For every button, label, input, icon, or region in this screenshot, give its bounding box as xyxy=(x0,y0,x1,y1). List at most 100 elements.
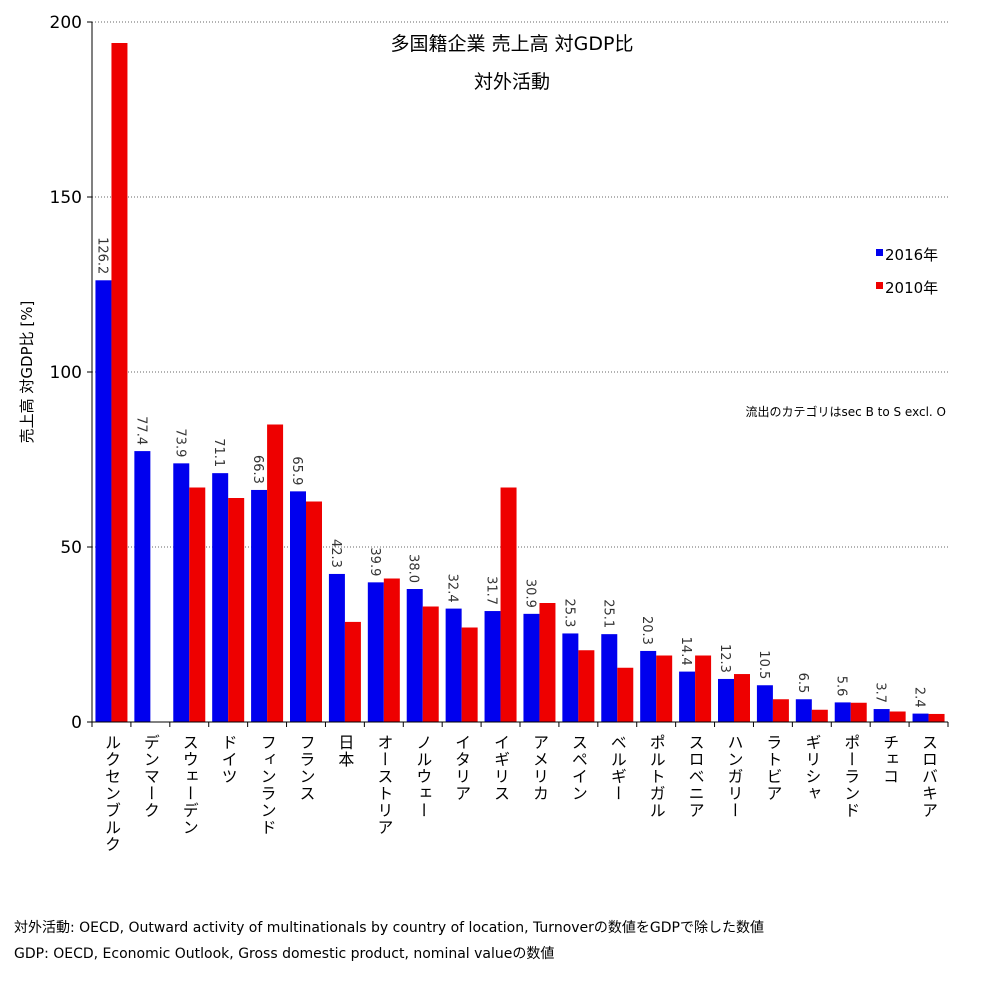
bar xyxy=(328,573,345,722)
x-tick-label: ポーランド xyxy=(841,734,860,819)
data-label: 3.7 xyxy=(873,682,888,703)
bar xyxy=(811,709,828,722)
bar xyxy=(718,678,734,722)
legend-label: 2010年 xyxy=(885,279,938,297)
bar xyxy=(889,711,906,722)
x-tick-label: ルクセンブルク xyxy=(102,734,121,853)
bar xyxy=(422,606,439,722)
legend-swatch xyxy=(876,249,883,256)
bar xyxy=(562,633,579,722)
y-tick-label: 150 xyxy=(50,188,82,208)
data-label: 126.2 xyxy=(94,237,109,274)
x-tick-label: フィンランド xyxy=(258,734,277,836)
bar xyxy=(251,489,268,722)
data-label: 20.3 xyxy=(639,616,654,645)
y-tick-label: 50 xyxy=(60,538,82,558)
x-tick-label: オーストリア xyxy=(374,734,393,836)
data-label: 39.9 xyxy=(367,547,382,576)
bar xyxy=(850,702,867,722)
bar xyxy=(734,674,750,722)
data-label: 66.3 xyxy=(250,455,265,484)
x-tick-label: スウェーデン xyxy=(180,734,199,836)
bar xyxy=(383,578,400,722)
x-tick-label: ベルギー xyxy=(608,734,627,802)
bar xyxy=(640,650,657,722)
annotation: 流出のカテゴリはsec B to S excl. O xyxy=(746,404,946,419)
bar xyxy=(344,621,361,722)
x-tick-label: ポルトガル xyxy=(647,734,666,819)
bar xyxy=(756,685,773,722)
data-label: 12.3 xyxy=(717,644,732,673)
data-label: 42.3 xyxy=(328,539,343,568)
bar xyxy=(306,501,322,722)
x-tick-label: ノルウェー xyxy=(413,734,432,819)
bar xyxy=(290,491,306,722)
bar xyxy=(134,451,151,722)
x-tick-label: ギリシャ xyxy=(802,734,821,802)
data-label: 5.6 xyxy=(834,676,849,697)
bar xyxy=(406,589,423,722)
legend-label: 2016年 xyxy=(885,246,938,264)
y-tick-label: 200 xyxy=(50,13,82,33)
bar xyxy=(928,713,945,722)
data-label: 10.5 xyxy=(756,650,771,679)
data-label: 31.7 xyxy=(484,576,499,605)
bar xyxy=(578,650,595,722)
x-tick-label: スペイン xyxy=(569,734,588,802)
footnote: 対外活動: OECD, Outward activity of multinat… xyxy=(14,920,764,936)
legend-swatch xyxy=(876,282,883,289)
x-tick-label: スロベニア xyxy=(686,734,705,819)
bar xyxy=(772,699,789,722)
chart-title: 多国籍企業 売上高 対GDP比 xyxy=(391,33,634,55)
data-label: 6.5 xyxy=(795,673,810,694)
y-axis-label: 売上高 対GDP比 [%] xyxy=(18,301,36,444)
data-label: 71.1 xyxy=(211,438,226,467)
bar xyxy=(679,671,696,722)
data-label: 77.4 xyxy=(133,416,148,445)
x-tick-label: スロバキア xyxy=(919,734,938,819)
bar xyxy=(834,702,851,722)
x-tick-label: デンマーク xyxy=(141,734,160,819)
data-label: 38.0 xyxy=(406,554,421,583)
bar xyxy=(500,487,517,722)
data-label: 30.9 xyxy=(522,579,537,608)
x-tick-label: チェコ xyxy=(880,734,899,785)
bar xyxy=(267,424,284,722)
bar xyxy=(367,582,384,722)
bar xyxy=(523,613,540,722)
bar xyxy=(445,608,462,722)
x-tick-label: フランス xyxy=(297,734,316,802)
bar xyxy=(912,713,929,722)
bar xyxy=(539,603,556,722)
y-tick-label: 0 xyxy=(71,713,82,733)
x-tick-label: ハンガリー xyxy=(725,734,744,819)
bar xyxy=(95,280,112,722)
bar xyxy=(795,699,812,722)
bar xyxy=(484,611,501,722)
x-tick-label: ドイツ xyxy=(219,734,238,785)
x-tick-label: イタリア xyxy=(452,734,471,802)
x-tick-label: アメリカ xyxy=(530,734,549,802)
x-tick-label: ラトビア xyxy=(763,734,782,802)
chart-subtitle: 対外活動 xyxy=(474,71,550,93)
data-label: 25.1 xyxy=(600,599,615,628)
data-label: 25.3 xyxy=(561,598,576,627)
bar xyxy=(873,709,890,722)
bar xyxy=(695,655,712,722)
data-label: 65.9 xyxy=(289,456,304,485)
bar xyxy=(601,634,618,722)
y-tick-label: 100 xyxy=(50,363,82,383)
footnote: GDP: OECD, Economic Outlook, Gross domes… xyxy=(14,946,554,962)
data-label: 2.4 xyxy=(912,687,927,708)
bar xyxy=(461,627,478,722)
data-label: 32.4 xyxy=(445,574,460,603)
bar xyxy=(111,43,128,722)
x-tick-label: 日本 xyxy=(335,734,354,768)
data-label: 14.4 xyxy=(678,637,693,666)
x-tick-label: イギリス xyxy=(491,734,510,802)
bar xyxy=(617,667,634,722)
bar xyxy=(228,498,245,722)
bar xyxy=(173,463,190,722)
bar xyxy=(212,473,229,722)
